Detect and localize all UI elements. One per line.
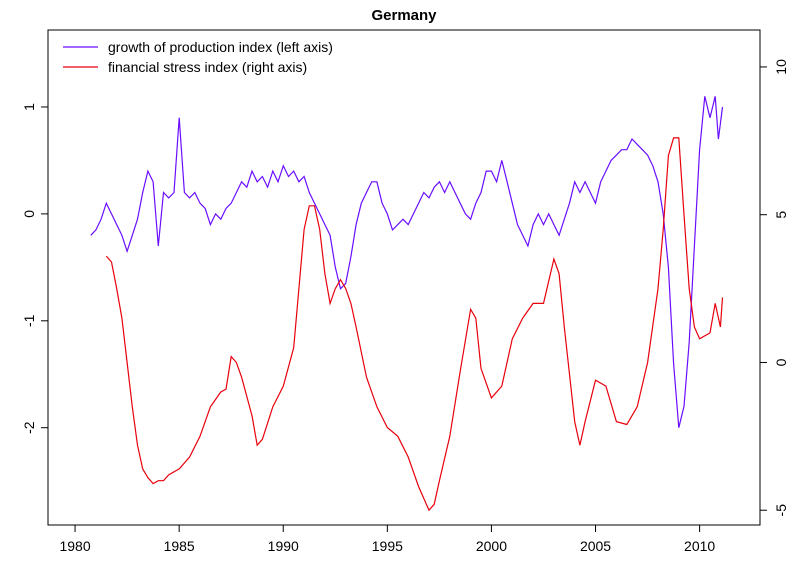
x-tick-label: 1995	[372, 538, 403, 554]
y-tick-label: 1	[21, 103, 37, 111]
x-tick-label: 1990	[268, 538, 299, 554]
x-tick-label: 1980	[59, 538, 90, 554]
y-tick-label: 0	[21, 210, 37, 218]
chart-title: Germany	[371, 7, 437, 24]
legend-label: growth of production index (left axis)	[108, 39, 333, 55]
x-tick-label: 2010	[684, 538, 715, 554]
y2-tick-label: 5	[773, 211, 789, 219]
y-tick-label: -2	[21, 421, 37, 434]
plot-frame	[47, 29, 761, 526]
x-tick-label: 2005	[580, 538, 611, 554]
y2-tick-label: 0	[773, 358, 789, 366]
y2-tick-label: 10	[773, 59, 789, 75]
x-tick-label: 1985	[164, 538, 195, 554]
y2-tick-label: -5	[773, 504, 789, 517]
series-line	[105, 137, 724, 512]
series-line	[90, 96, 724, 428]
x-tick-label: 2000	[476, 538, 507, 554]
y-tick-label: -1	[21, 314, 37, 327]
legend-label: financial stress index (right axis)	[108, 59, 307, 75]
